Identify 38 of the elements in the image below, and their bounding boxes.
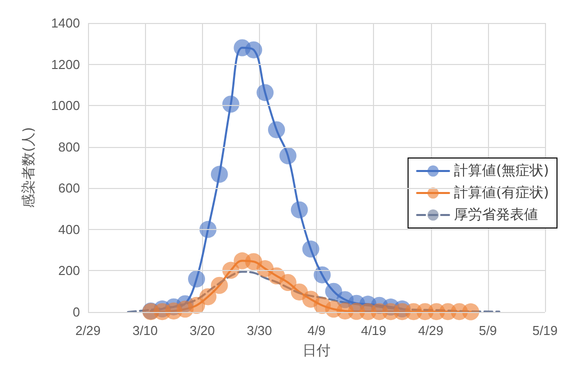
y-tick-label: 1200	[51, 56, 80, 72]
point	[222, 96, 240, 113]
y-tick-label: 800	[58, 139, 80, 154]
point	[302, 240, 320, 258]
point	[256, 84, 274, 102]
point	[290, 283, 308, 300]
point	[199, 288, 216, 306]
y-tick-label: 600	[58, 180, 80, 196]
point	[210, 276, 228, 294]
point	[210, 166, 228, 183]
point	[314, 266, 331, 284]
legend-label: 厚労省発表値	[454, 207, 538, 223]
y-tick-label: 1400	[51, 16, 80, 30]
point	[188, 270, 206, 288]
x-axis-title: 日付	[302, 343, 330, 359]
point	[279, 274, 296, 291]
x-tick-label: 5/9	[478, 323, 497, 338]
point	[462, 303, 480, 320]
x-tick-label: 4/9	[307, 323, 326, 338]
x-tick-label: 4/19	[360, 323, 386, 338]
x-tick-label: 4/29	[418, 323, 444, 338]
x-tick-label: 2/29	[75, 323, 101, 338]
point	[279, 147, 296, 164]
legend-label: 計算値(無症状)	[454, 163, 550, 179]
x-tick-label: 3/20	[190, 323, 215, 338]
point	[245, 41, 262, 58]
x-tick-label: 3/10	[132, 323, 158, 338]
point	[199, 220, 216, 238]
y-tick-label: 400	[58, 222, 80, 237]
y-tick-label: 1000	[51, 98, 80, 114]
y-tick-label: 0	[72, 304, 80, 320]
point	[325, 282, 342, 300]
y-axis-title: 感染者数(人)	[21, 127, 37, 208]
point	[290, 201, 308, 218]
x-tick-label: 3/30	[246, 323, 272, 338]
y-tick-label: 200	[58, 263, 80, 278]
x-tick-label: 5/19	[532, 323, 558, 338]
point	[268, 121, 286, 138]
